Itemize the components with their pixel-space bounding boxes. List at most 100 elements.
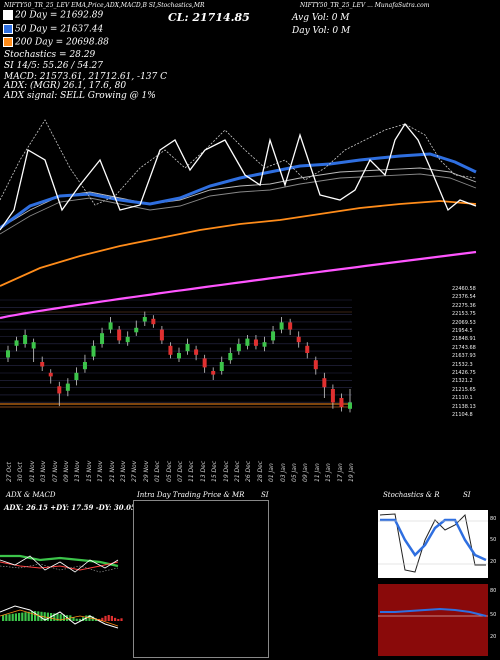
candle-body — [177, 353, 181, 359]
candle-body — [108, 322, 113, 330]
macd-bar — [24, 612, 27, 621]
macd-bar — [18, 613, 21, 621]
macd-bar — [75, 618, 78, 621]
macd-bar — [59, 614, 62, 621]
date-axis-label: 01 Nov — [28, 460, 36, 482]
candle-body — [168, 345, 173, 355]
candle-body — [202, 358, 207, 368]
stoch-tick-20: 20 — [490, 559, 497, 565]
date-axis-label: 07 Nov — [51, 460, 59, 482]
intra-panel-si: SI — [261, 491, 269, 499]
candle-body — [151, 318, 156, 325]
price-axis-label: 21743.68 — [452, 344, 476, 351]
price-axis-label: 21138.13 — [452, 403, 476, 410]
date-axis-label: 23 Nov — [120, 460, 127, 482]
stoch-panel-title: Stochastics & R — [383, 491, 440, 499]
macd-bar — [11, 613, 14, 621]
ema20-legend: 20 Day = 21692.89 — [3, 10, 103, 21]
adx-line2: ADX signal: SELL Growing @ 1% — [4, 91, 156, 101]
stoch-panel-si: SI — [463, 491, 471, 499]
macd-bar — [107, 615, 110, 621]
ema50-label: 50 Day = 21637.44 — [15, 24, 104, 35]
candle-body — [74, 372, 79, 380]
candle-body — [185, 344, 190, 352]
stoch-d-line — [380, 518, 487, 562]
ema50-line — [0, 152, 477, 230]
macd-line: MACD: 21573.61, 21712.61, -137 C — [4, 72, 168, 82]
close-label: CL: 21714.85 — [168, 11, 250, 24]
macd-bar — [37, 611, 40, 621]
candle-body — [40, 362, 45, 367]
date-axis-label: 09 Nov — [63, 460, 70, 482]
macd-bar — [53, 613, 56, 621]
candle-body — [125, 336, 130, 343]
macd-bar — [78, 618, 81, 621]
rsi-line — [380, 607, 487, 617]
si-line: SI 14/5: 55.26 / 54.27 — [4, 61, 103, 71]
price-axis-label: 21215.65 — [452, 386, 476, 393]
ema20-dotted-line — [0, 119, 477, 206]
candle-body — [194, 349, 199, 355]
ema200-swatch — [3, 37, 13, 47]
candle-body — [253, 339, 258, 346]
price-axis-label: 22275.36 — [452, 302, 476, 309]
date-axis-label: 29 Nov — [142, 460, 150, 482]
header-line1-right: NIFTY50_TR_25_LEV ... MunafaSutra.com — [300, 2, 430, 9]
macd-bar — [72, 617, 75, 621]
date-axis-label: 13 Dec — [199, 460, 207, 482]
date-axis-label: 07 Dec — [177, 460, 184, 482]
macd-bar — [5, 614, 8, 621]
candle-body — [57, 386, 62, 394]
ema-band-lower — [0, 173, 477, 235]
price-axis-label: 22460.58 — [452, 286, 476, 292]
macd-bar — [2, 615, 5, 621]
candle-body — [330, 389, 335, 403]
price-line — [0, 122, 477, 231]
date-axis-label: 17 Jan — [336, 463, 344, 482]
candle-body — [142, 317, 147, 322]
price-axis-label: 22069.53 — [452, 319, 476, 326]
macd-bar — [101, 617, 104, 621]
ema50-legend: 50 Day = 21637.44 — [3, 24, 103, 35]
adx-line — [0, 555, 119, 573]
macd-bar — [117, 618, 120, 621]
rsi-tick-80: 80 — [490, 588, 497, 594]
candle-body — [65, 383, 70, 391]
macd-bar — [21, 612, 24, 621]
rsi-tick-20: 20 — [490, 634, 497, 640]
price-axis-label: 21848.91 — [452, 336, 476, 343]
candle-body — [339, 398, 344, 407]
date-axis-label: 13 Nov — [74, 460, 82, 482]
date-axis-label: 01 Dec — [154, 460, 162, 482]
date-axis-label: 03 Jan — [279, 463, 287, 482]
candle-body — [82, 362, 87, 370]
price-axis-label: 22153.75 — [452, 311, 476, 318]
date-axis-label: 27 Oct — [6, 462, 13, 482]
macd-bar — [30, 611, 33, 621]
macd-bar — [27, 611, 30, 621]
date-axis-label: 15 Jan — [325, 463, 333, 482]
date-axis-label: 09 Jan — [302, 463, 310, 482]
candle-body — [262, 342, 267, 347]
stoch-tick-50: 50 — [490, 537, 497, 543]
date-axis-label: 11 Dec — [188, 460, 196, 482]
rsi-panel — [378, 584, 488, 656]
date-axis-label: 15 Dec — [211, 460, 219, 482]
candle-body — [6, 350, 10, 358]
candle-body — [245, 338, 250, 346]
price-axis-label: 21110.1 — [452, 395, 473, 402]
date-axis-label: 26 Dec — [245, 460, 253, 482]
date-axis-label: 01 Jan — [268, 463, 276, 482]
macd-bar — [14, 613, 17, 621]
macd-line — [0, 605, 119, 629]
date-axis-label: 30 Oct — [17, 462, 25, 482]
price-axis-label: 21426.75 — [452, 370, 476, 376]
ema20-label: 20 Day = 21692.89 — [15, 10, 104, 21]
macd-bar — [110, 615, 113, 621]
stoch-tick-80: 80 — [490, 516, 497, 522]
candle-body — [117, 329, 122, 341]
candle-body — [14, 340, 19, 346]
adx-panel — [0, 510, 128, 598]
date-axis-label: 19 Jan — [348, 463, 355, 482]
